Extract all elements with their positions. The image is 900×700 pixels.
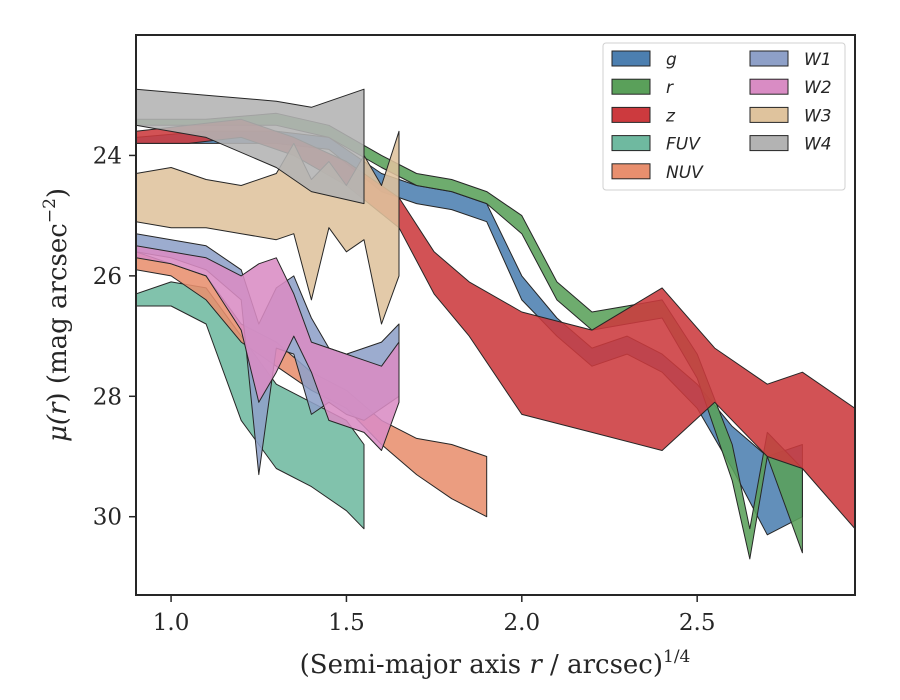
band-layer <box>136 88 855 560</box>
legend-swatch <box>749 106 789 123</box>
legend-swatch <box>749 135 789 152</box>
legend-swatch <box>749 50 789 67</box>
y-tick-label: 28 <box>93 384 122 410</box>
x-axis-label: (Semi-major axis r / arcsec)1/4 <box>300 647 691 680</box>
y-axis-ticks: 24 26 28 30 <box>93 143 136 531</box>
legend-label: FUV <box>666 135 701 155</box>
legend-item-w2: W2 <box>749 78 832 98</box>
x-tick-label: 2.0 <box>504 610 541 636</box>
legend-label: NUV <box>666 163 704 183</box>
legend-item-z: z <box>611 106 676 126</box>
legend-label: z <box>665 106 676 126</box>
legend-item-fuv: FUV <box>611 135 701 155</box>
legend-swatch <box>611 78 651 95</box>
y-tick-label: 26 <box>93 264 122 290</box>
legend-swatch <box>611 135 651 152</box>
legend-label: W4 <box>804 135 832 155</box>
band-w2 <box>136 245 400 451</box>
legend-item-r: r <box>611 78 674 98</box>
y-axis-label: μ(r) (mag arcsec−2) <box>40 188 73 442</box>
plot-frame <box>135 34 856 596</box>
legend-label: r <box>666 78 674 98</box>
x-tick-label: 1.0 <box>153 610 190 636</box>
legend-swatch <box>611 106 651 123</box>
band-w4 <box>136 88 365 205</box>
legend-item-g: g <box>611 50 677 70</box>
x-tick-label: 1.5 <box>328 610 365 636</box>
legend-item-w3: W3 <box>749 106 832 126</box>
legend-label: g <box>666 50 677 70</box>
legend-label: W3 <box>804 106 832 126</box>
legend-item-nuv: NUV <box>611 163 704 183</box>
y-tick-label: 24 <box>93 143 122 169</box>
legend-items: grz FUV NUV W1 W2 W3 W4 <box>611 50 832 183</box>
band-r <box>136 112 803 560</box>
x-axis-ticks: 1.0 1.5 2.0 2.5 <box>153 595 716 636</box>
x-tick-label: 2.5 <box>679 610 716 636</box>
legend-label: W1 <box>804 50 832 70</box>
legend-item-w1: W1 <box>749 50 832 70</box>
legend: grz FUV NUV W1 W2 W3 W4 <box>602 42 846 191</box>
y-tick-label: 30 <box>93 505 122 531</box>
legend-label: W2 <box>804 78 832 98</box>
legend-swatch <box>611 50 651 67</box>
legend-swatch <box>749 78 789 95</box>
legend-item-w4: W4 <box>749 135 832 155</box>
legend-swatch <box>611 163 651 180</box>
